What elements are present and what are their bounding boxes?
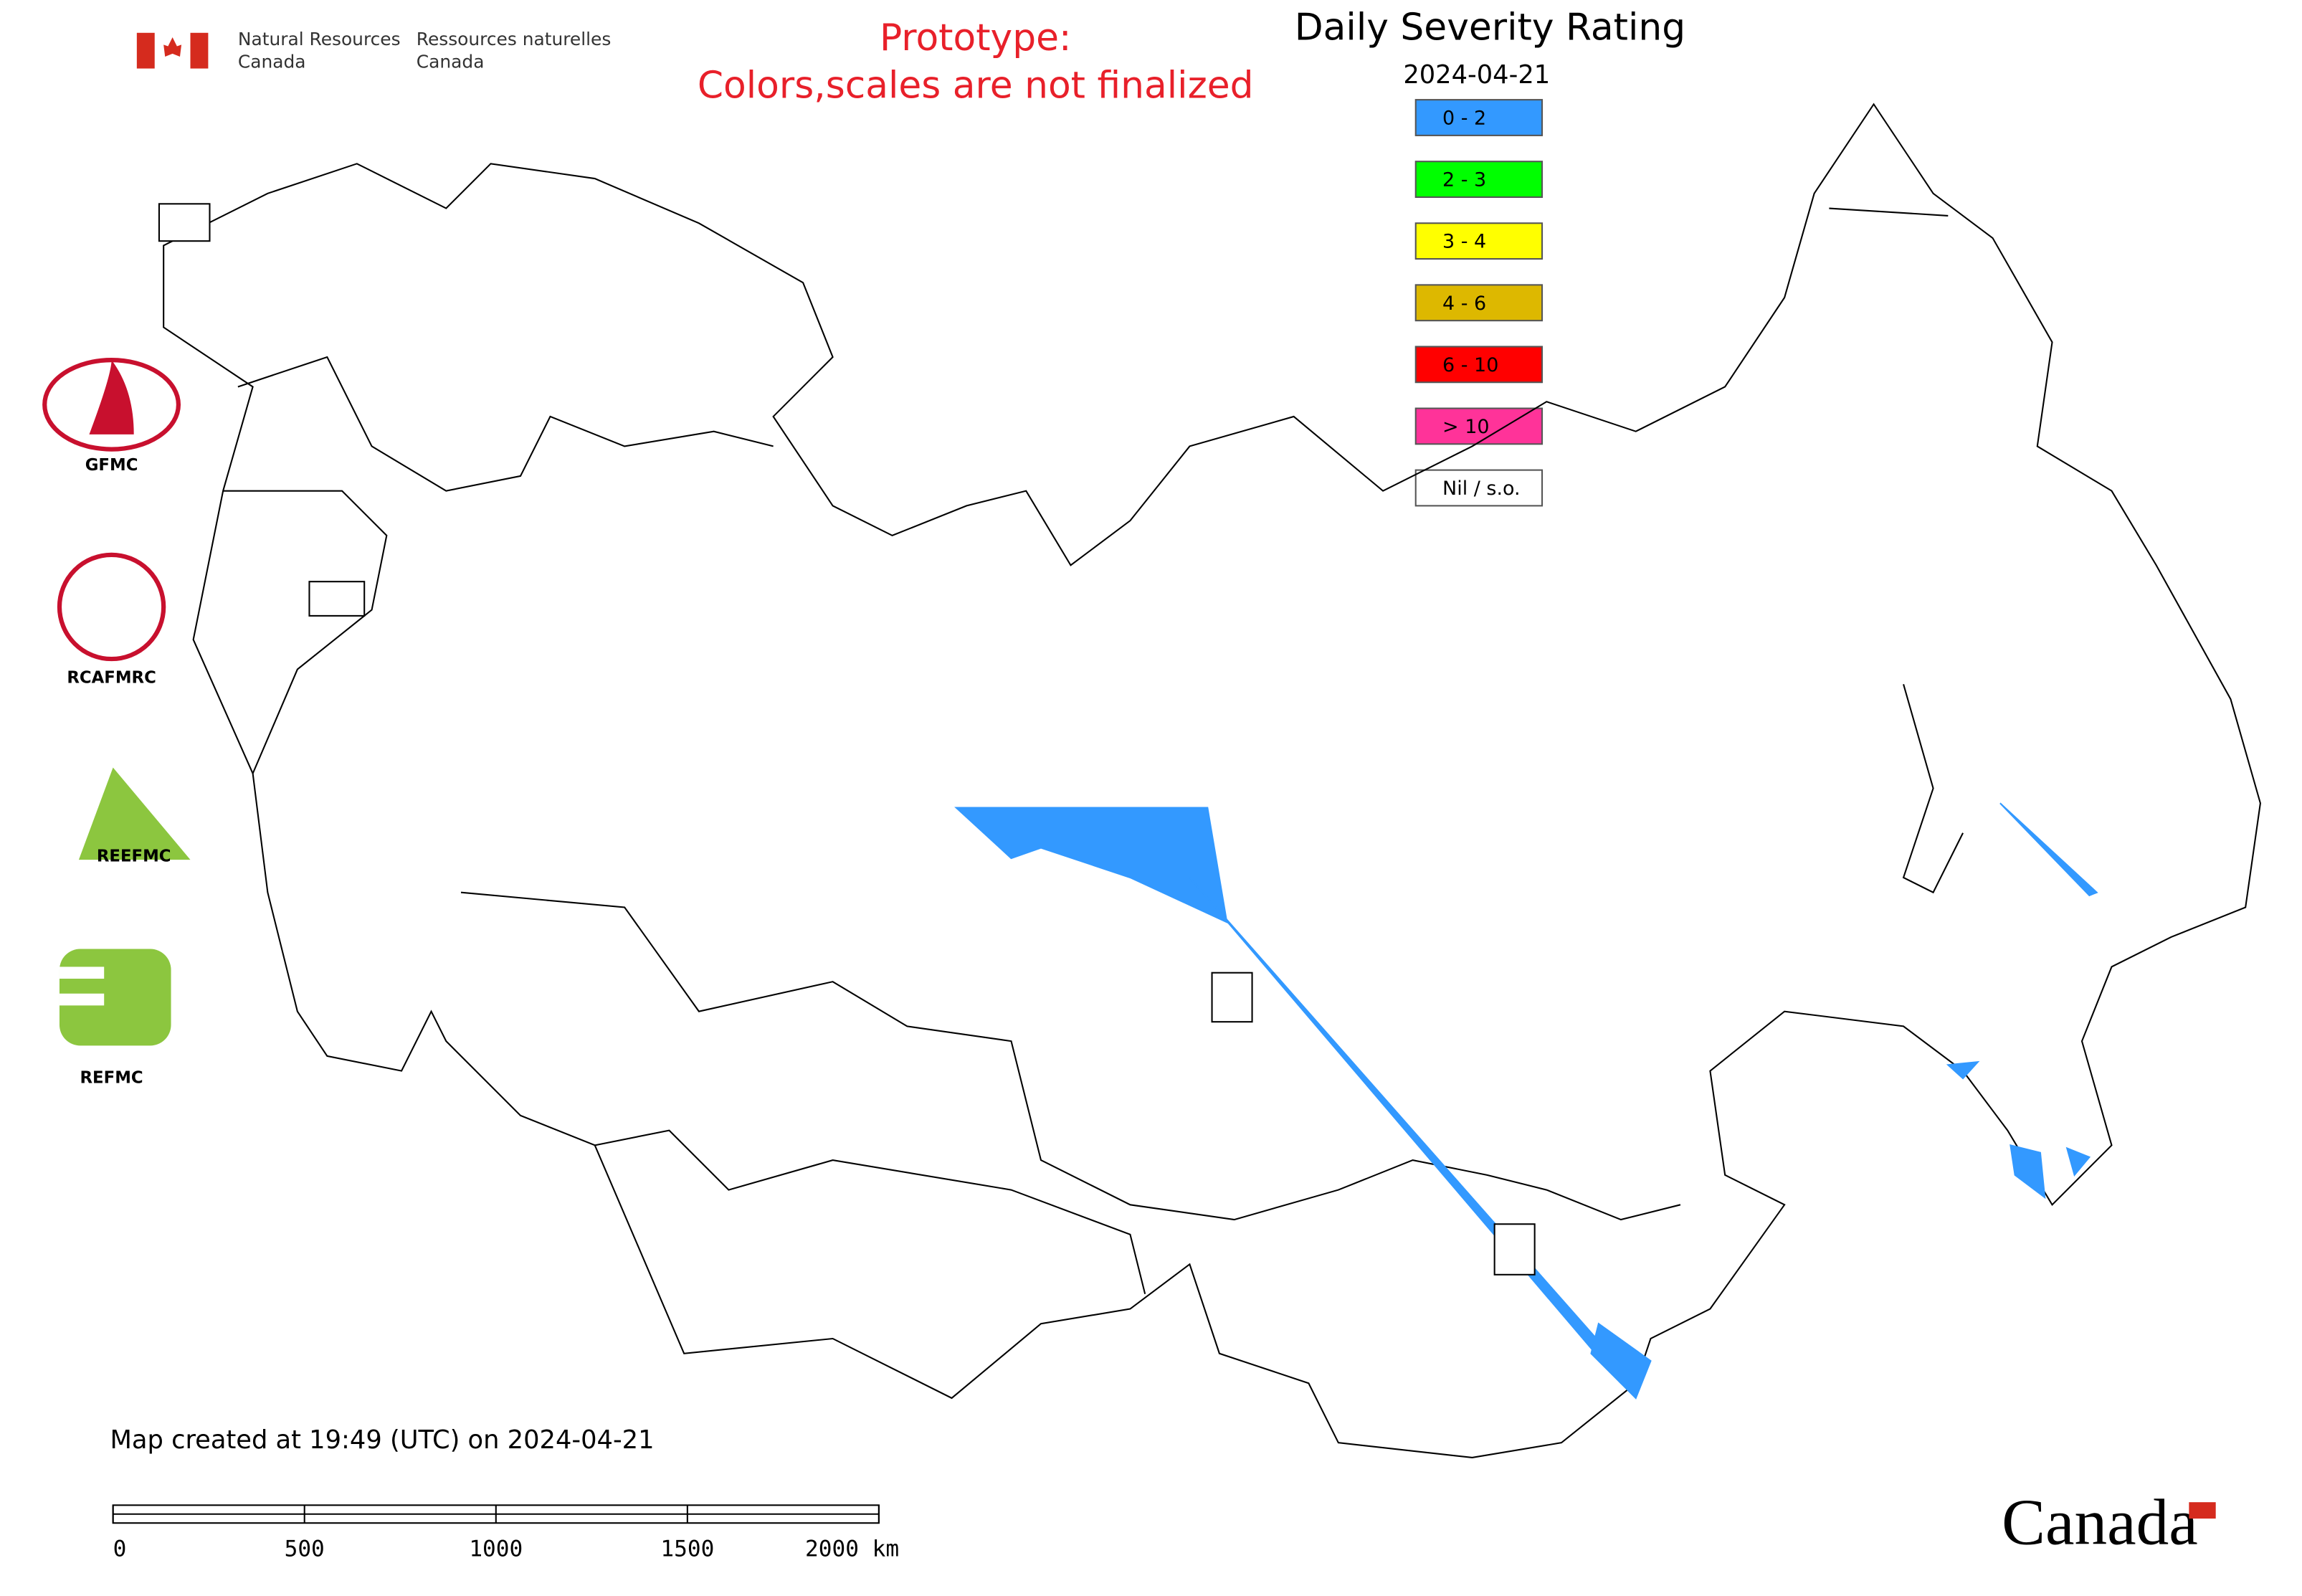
logo-label: RCAFMRC: [67, 669, 156, 688]
legend-swatch: [1414, 161, 1544, 199]
flag: [136, 32, 209, 69]
prototype: Colors,scales are not finalized: [698, 65, 1254, 108]
legend: 0 - 2 2 - 3 3 - 4 4 - 6 6 - 10 > 10 Nil / s.o.: [1414, 99, 1544, 507]
dept-en: Natural Resources: [238, 29, 401, 49]
prototype: Prototype:: [880, 16, 1072, 60]
scale-label: 2000 km: [805, 1536, 899, 1562]
legend-swatch: [1414, 222, 1544, 260]
legend-swatch: [1414, 99, 1544, 136]
legend-label: 0 - 2: [1442, 108, 1486, 130]
dept-fr: Canada: [417, 51, 485, 72]
scale-label: 0: [113, 1536, 127, 1562]
legend-title: Daily Severity Rating: [1295, 6, 1685, 49]
scale-label: 1500: [660, 1536, 714, 1562]
legend-label: 3 - 4: [1442, 231, 1486, 253]
dept-en: Canada: [238, 51, 306, 72]
legend-swatch: [1414, 407, 1544, 445]
legend-date: 2024-04-21: [1403, 60, 1550, 90]
logo-label: REFMC: [80, 1069, 143, 1088]
legend-label: > 10: [1442, 416, 1489, 438]
legend-label: 6 - 10: [1442, 354, 1498, 376]
wordmark: Canada: [2002, 1486, 2198, 1558]
dept-fr: Ressources naturelles: [417, 29, 612, 49]
scale-bar: 0 500 1000 1500 2000 km: [112, 1504, 899, 1562]
wordmark-flag: [2189, 1502, 2216, 1519]
markers: [158, 203, 1536, 1276]
scale-label: 1000: [469, 1536, 523, 1562]
scale-label: 500: [285, 1536, 325, 1562]
logos: [42, 358, 191, 1046]
legend-label: 4 - 6: [1442, 293, 1486, 315]
legend-label: Nil / s.o.: [1442, 478, 1521, 500]
legend-label: 2 - 3: [1442, 169, 1486, 191]
map: [163, 103, 2261, 1458]
legend-swatch: [1414, 346, 1544, 384]
created-note: Map created at 19:49 (UTC) on 2024-04-21: [110, 1425, 654, 1455]
legend-swatch: [1414, 284, 1544, 322]
logo-label: GFMC: [85, 456, 138, 475]
logo-label: REEFMC: [97, 847, 171, 865]
legend-swatch: [1414, 469, 1544, 507]
